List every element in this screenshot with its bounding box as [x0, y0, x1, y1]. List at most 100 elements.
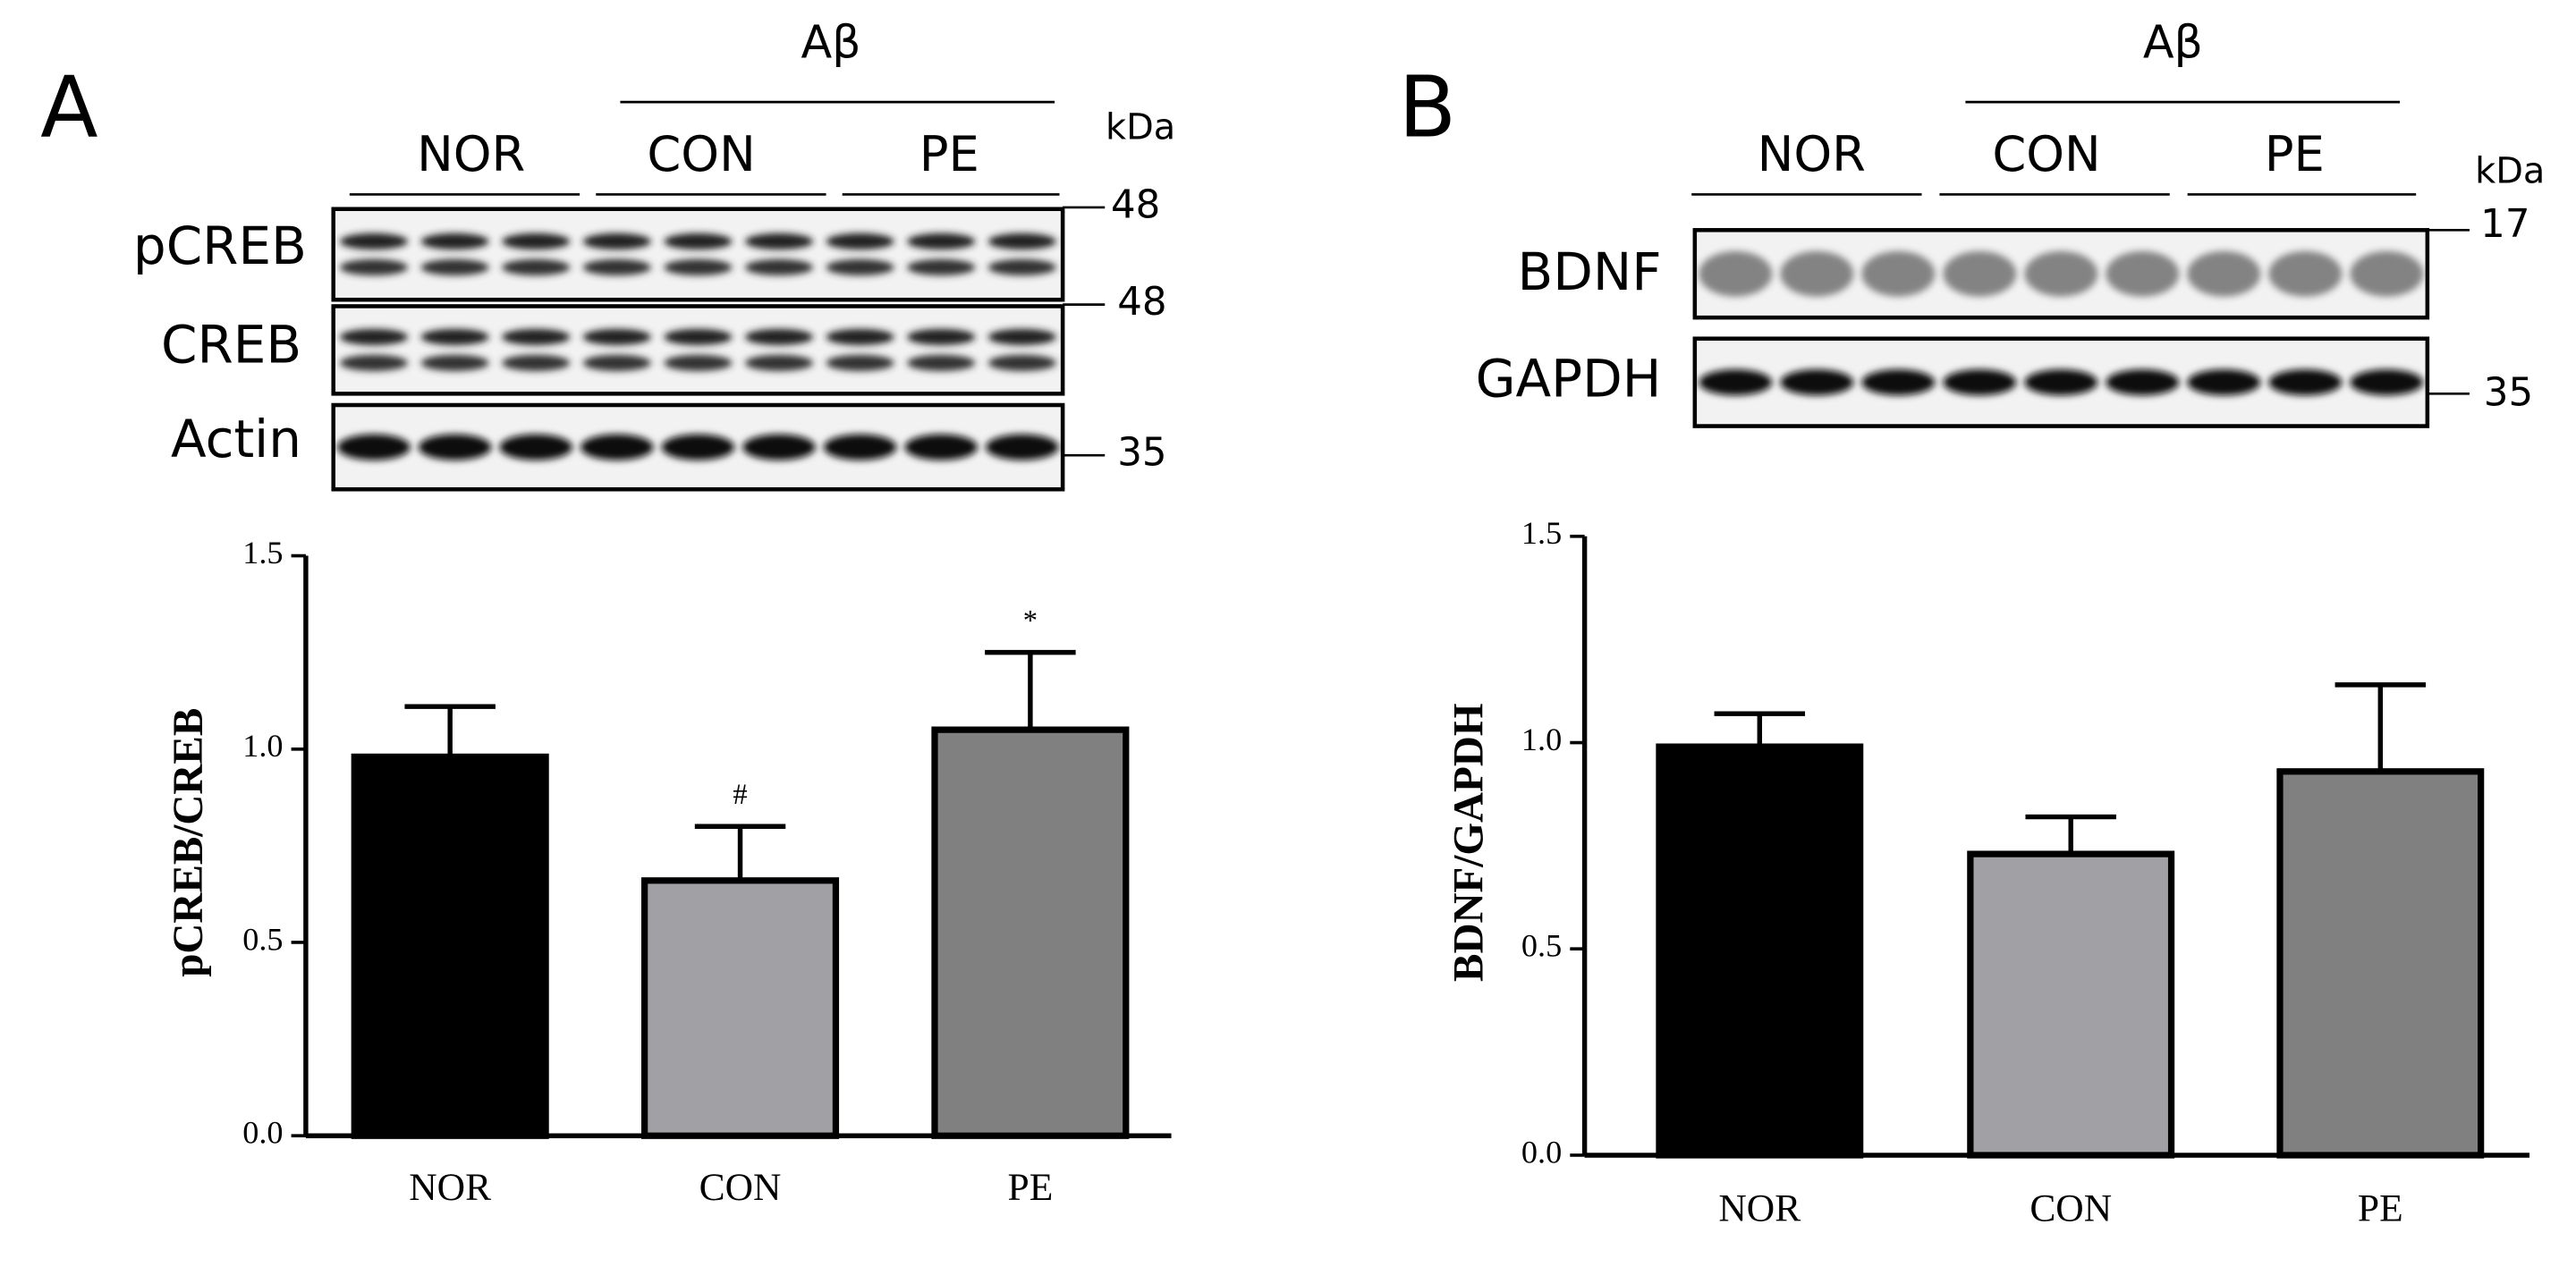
significance-label: * — [1023, 605, 1038, 638]
blot-band — [664, 328, 733, 345]
y-tick-label: 1.0 — [1521, 722, 1562, 757]
blot-band — [744, 258, 814, 276]
blot-band — [907, 328, 976, 345]
group-label: Aβ — [801, 16, 860, 69]
bar — [2276, 768, 2485, 1159]
lane-group-label: PE — [919, 126, 979, 182]
blot-band — [907, 232, 976, 250]
blot-band — [664, 232, 733, 250]
lane-group-label: NOR — [1758, 126, 1866, 182]
blot-band — [826, 354, 894, 371]
blot-band — [420, 258, 489, 276]
blot-band — [823, 434, 897, 460]
bar — [1656, 743, 1864, 1159]
blot-band — [904, 434, 978, 460]
blot-band — [420, 328, 489, 345]
panel-label: B — [1399, 60, 1457, 157]
y-tick-label: 1.5 — [1521, 515, 1562, 551]
y-tick-label: 0.0 — [242, 1115, 283, 1151]
blot — [331, 304, 1065, 396]
blot-band — [1699, 250, 1773, 297]
y-axis-label: pCREB/CREB — [165, 708, 212, 977]
x-tick-label: PE — [2358, 1187, 2403, 1229]
blot-band — [1780, 369, 1854, 396]
marker-label: 17 — [2480, 202, 2529, 247]
x-tick-label: NOR — [409, 1166, 491, 1209]
blot-band — [582, 232, 651, 250]
blot-band — [661, 434, 735, 460]
blot-band — [742, 434, 816, 460]
y-tick-label: 0.5 — [242, 921, 283, 957]
blot-band — [907, 258, 976, 276]
blot-band — [744, 328, 814, 345]
x-tick-label: CON — [2029, 1187, 2112, 1229]
blot-band — [2024, 250, 2098, 297]
blot-band — [2187, 250, 2261, 297]
blot-band — [744, 232, 814, 250]
blot-band — [337, 434, 411, 460]
blot-band — [987, 258, 1056, 276]
blot-band — [502, 328, 571, 345]
blot-band — [580, 434, 654, 460]
blot-band — [2187, 369, 2261, 396]
blot-band — [339, 354, 409, 371]
blot-band — [420, 354, 489, 371]
lane-group-label: NOR — [417, 126, 525, 182]
blot-band — [339, 258, 409, 276]
blot-band — [502, 258, 571, 276]
blot-band — [826, 232, 894, 250]
blot-band — [502, 232, 571, 250]
bar — [1967, 850, 2175, 1159]
blot-band — [987, 328, 1056, 345]
x-tick-label: CON — [699, 1166, 782, 1209]
unit-label: kDa — [2475, 150, 2545, 191]
group-label: Aβ — [2143, 16, 2203, 69]
blot-band — [1780, 250, 1854, 297]
blot-band — [339, 328, 409, 345]
blot-row-label: pCREB — [133, 215, 307, 276]
blot-band — [826, 258, 894, 276]
blot-band — [499, 434, 572, 460]
significance-label: # — [733, 779, 747, 811]
blot-row-label: Actin — [171, 409, 301, 469]
blot-band — [1861, 369, 1936, 396]
bar — [351, 753, 549, 1139]
blot-band — [2024, 369, 2098, 396]
x-tick-label: PE — [1008, 1166, 1054, 1209]
y-tick-label: 0.0 — [1521, 1134, 1562, 1170]
blot-band — [986, 434, 1059, 460]
y-axis-label: BDNF/GAPDH — [1445, 704, 1492, 982]
blot-band — [2106, 250, 2180, 297]
marker-label: 35 — [2484, 371, 2533, 416]
bar — [641, 877, 840, 1139]
blot-band — [664, 258, 733, 276]
blot-band — [907, 354, 976, 371]
blot-band — [1861, 250, 1936, 297]
blot-band — [2350, 250, 2424, 297]
bar — [931, 726, 1130, 1139]
blot-band — [2268, 369, 2343, 396]
blot-band — [987, 354, 1056, 371]
x-tick-label: NOR — [1718, 1187, 1801, 1229]
blot-band — [1943, 369, 2017, 396]
blot-band — [418, 434, 492, 460]
marker-label: 48 — [1117, 280, 1166, 325]
blot-band — [987, 232, 1056, 250]
blot — [331, 207, 1065, 302]
blot-band — [420, 232, 489, 250]
blot-band — [582, 328, 651, 345]
blot-row-label: BDNF — [1517, 241, 1661, 302]
panel-label: A — [40, 60, 97, 157]
unit-label: kDa — [1106, 106, 1175, 148]
y-tick-label: 0.5 — [1521, 928, 1562, 964]
blot-row-label: GAPDH — [1476, 349, 1662, 410]
blot-band — [664, 354, 733, 371]
blot-band — [582, 258, 651, 276]
blot-band — [582, 354, 651, 371]
blot-band — [826, 328, 894, 345]
blot-band — [1943, 250, 2017, 297]
marker-label: 35 — [1117, 431, 1166, 476]
blot-band — [744, 354, 814, 371]
blot-band — [1699, 369, 1773, 396]
